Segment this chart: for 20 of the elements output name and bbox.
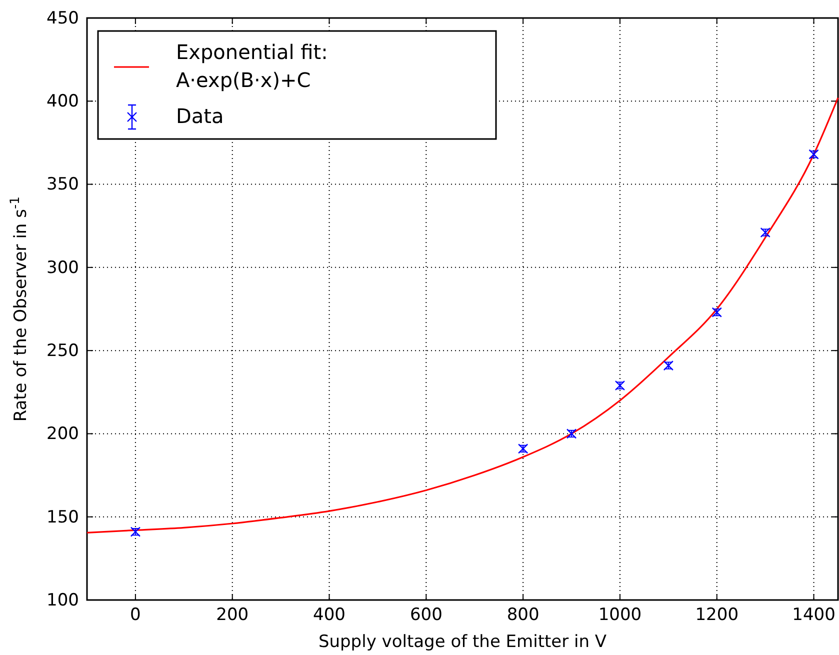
x-tick-label: 1200 (695, 605, 739, 626)
x-tick-label: 1000 (598, 605, 642, 626)
y-tick-label: 350 (46, 174, 79, 195)
y-tick-label: 250 (46, 341, 79, 362)
x-tick-label: 800 (506, 605, 540, 626)
x-tick-label: 400 (313, 605, 346, 626)
y-tick-label: 150 (46, 507, 79, 528)
x-tick-label: 200 (216, 605, 249, 626)
y-tick-label: 100 (46, 590, 79, 610)
y-tick-label: 300 (46, 258, 79, 278)
y-tick-label: 450 (46, 8, 79, 28)
line-series (86, 97, 839, 534)
x-axis-title: Supply voltage of the Emitter in V (318, 632, 607, 652)
legend-label: Data (176, 104, 224, 128)
y-tick-label: 400 (46, 92, 79, 112)
legend-label: Exponential fit: A·exp(B·x)+C (176, 40, 328, 92)
x-tick-label: 0 (130, 605, 141, 626)
y-tick-label: 200 (46, 424, 79, 444)
x-tick-label: 600 (410, 605, 442, 626)
x-tick-label: 1400 (792, 605, 836, 626)
